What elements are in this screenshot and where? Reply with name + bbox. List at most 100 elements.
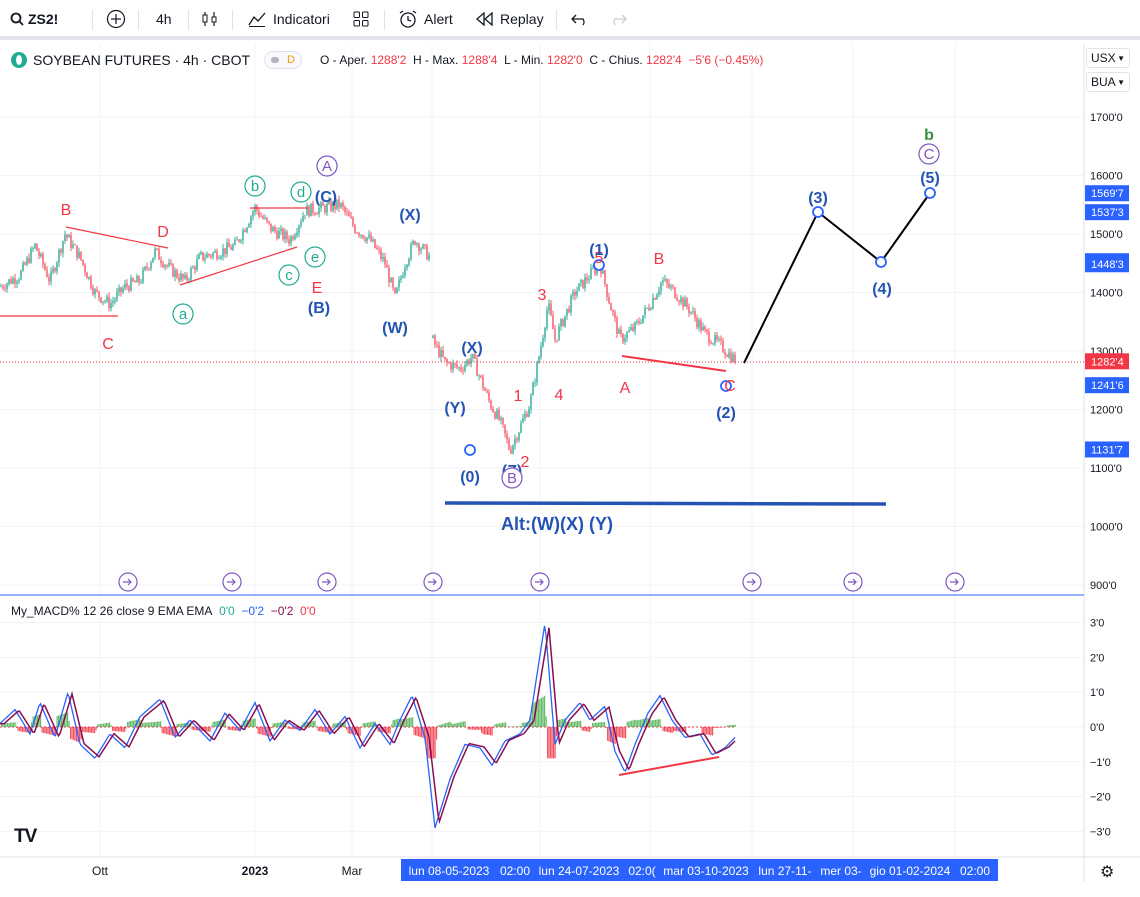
symbol-search-button[interactable]: ZS2!	[10, 0, 58, 38]
candle-body	[112, 301, 114, 304]
candle-body	[490, 400, 492, 409]
histogram-bar	[625, 727, 627, 739]
candle-body	[642, 315, 644, 323]
candle-body	[604, 270, 606, 285]
candle-body	[34, 243, 36, 249]
time-label-highlighted: lun 08-05-2023	[409, 864, 490, 878]
macd-line	[0, 625, 736, 829]
candle-body	[246, 227, 248, 232]
histogram-bar	[491, 727, 493, 736]
candle-body	[350, 216, 352, 219]
candle-body	[426, 245, 428, 260]
histogram-bar	[320, 727, 322, 732]
histogram-bar	[524, 722, 526, 727]
histogram-bar	[472, 727, 474, 730]
unit-dropdown[interactable]: BUA ▼	[1086, 72, 1130, 92]
histogram-bar	[68, 720, 70, 727]
histogram-bar	[170, 727, 172, 736]
candle-body	[28, 257, 30, 263]
histogram-bar	[547, 727, 549, 759]
candle-body	[622, 333, 624, 342]
histogram-bar	[2, 723, 4, 727]
replay-button[interactable]: Replay	[476, 0, 544, 38]
candle-body	[312, 203, 314, 213]
histogram-bar	[245, 720, 247, 727]
candle-body	[344, 206, 346, 212]
indicators-button[interactable]: Indicatori	[247, 0, 330, 38]
candle-body	[540, 346, 542, 357]
wave-label: (3)	[808, 190, 828, 207]
candle-body	[574, 291, 576, 296]
candle-body	[668, 283, 670, 288]
candle-body	[498, 410, 500, 420]
candle-body	[690, 311, 692, 313]
candle-body	[180, 273, 182, 281]
candle-body	[478, 375, 480, 377]
histogram-bar	[143, 722, 145, 727]
candle-body	[20, 270, 22, 280]
candle-body	[700, 320, 702, 331]
histogram-bar	[277, 722, 279, 727]
histogram-bar	[517, 726, 519, 727]
compare-symbol-button[interactable]	[106, 0, 126, 38]
histogram-bar	[221, 720, 223, 727]
undo-button[interactable]	[571, 0, 589, 38]
chart-type-button[interactable]	[201, 0, 219, 38]
redo-button[interactable]	[609, 0, 627, 38]
histogram-bar	[586, 727, 588, 732]
histogram-bar	[46, 727, 48, 734]
candle-body	[434, 335, 436, 345]
histogram-bar	[589, 727, 591, 732]
interval-button[interactable]: 4h	[156, 11, 172, 27]
histogram-bar	[604, 721, 606, 727]
candle-body	[508, 439, 510, 450]
histogram-bar	[67, 712, 69, 727]
histogram-bar	[56, 716, 58, 727]
settings-gear-icon[interactable]: ⚙	[1100, 864, 1115, 881]
histogram-bar	[7, 722, 9, 727]
candle-body	[360, 234, 362, 236]
candle-body	[576, 291, 578, 296]
candle-body	[614, 312, 616, 318]
histogram-bar	[568, 722, 570, 727]
candle-body	[514, 438, 516, 446]
candle-body	[468, 360, 470, 364]
toolbar-divider	[556, 10, 557, 30]
candle-body	[346, 211, 348, 213]
histogram-bar	[334, 723, 336, 727]
histogram-bar	[169, 727, 171, 735]
projection-path	[743, 192, 931, 364]
histogram-bar	[721, 727, 723, 728]
histogram-bar	[425, 727, 427, 746]
currency-dropdown[interactable]: USX ▼	[1086, 48, 1130, 68]
histogram-bar	[733, 724, 735, 727]
candle-body	[656, 294, 658, 300]
wave-label: B	[61, 202, 72, 219]
candle-body	[234, 239, 236, 245]
candle-body	[472, 353, 474, 359]
indicator-value: −0'2	[270, 604, 294, 618]
histogram-bar	[149, 722, 151, 727]
histogram-bar	[467, 727, 469, 730]
tradingview-logo[interactable]: TV	[14, 826, 37, 847]
alert-button[interactable]: Alert	[398, 0, 453, 38]
histogram-bar	[368, 722, 370, 727]
histogram-bar	[124, 727, 126, 733]
indicator-legend[interactable]: My_MACD% 12 26 close 9 EMA EMA 0'0 −0'2 …	[11, 604, 316, 618]
open-value: 1288'2	[370, 53, 407, 67]
candle-body	[546, 310, 548, 328]
low-value: 1282'0	[546, 53, 583, 67]
histogram-bar	[161, 727, 163, 734]
candle-body	[96, 289, 98, 292]
histogram-bar	[11, 722, 13, 727]
candle-body	[276, 231, 278, 239]
histogram-bar	[313, 720, 315, 727]
histogram-bar	[463, 721, 465, 727]
candle-body	[294, 235, 296, 240]
histogram-bar	[137, 719, 139, 727]
histogram-bar	[446, 722, 448, 727]
layouts-button[interactable]	[352, 0, 370, 38]
status-pill[interactable]: D	[264, 51, 302, 69]
redo-icon	[613, 14, 627, 26]
